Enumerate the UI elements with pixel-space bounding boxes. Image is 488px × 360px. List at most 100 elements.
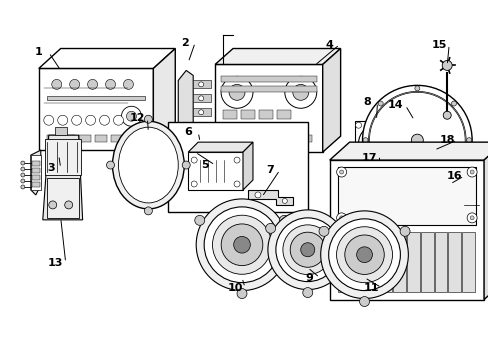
Bar (461, 232, 474, 292)
Polygon shape (322, 49, 340, 152)
Text: 1: 1 (35, 48, 42, 58)
Bar (32, 161, 40, 166)
Bar (267, 135, 279, 142)
Circle shape (466, 138, 470, 143)
Bar (126, 135, 138, 142)
Circle shape (390, 158, 397, 164)
Text: 4: 4 (325, 40, 333, 50)
Circle shape (379, 102, 454, 178)
Bar (337, 167, 475, 225)
Bar (362, 165, 389, 175)
Polygon shape (188, 142, 252, 152)
Bar (329, 160, 483, 300)
Circle shape (221, 76, 252, 108)
Circle shape (399, 226, 409, 236)
Bar (168, 122, 307, 212)
Text: 13: 13 (48, 258, 63, 268)
Circle shape (21, 161, 25, 165)
Bar (434, 232, 447, 292)
Circle shape (362, 85, 471, 195)
Polygon shape (329, 142, 488, 160)
Text: 10: 10 (227, 283, 242, 293)
Circle shape (336, 227, 392, 283)
Circle shape (392, 115, 441, 165)
Polygon shape (42, 135, 82, 220)
Bar (223, 110, 237, 119)
Circle shape (198, 124, 203, 129)
Circle shape (182, 161, 190, 169)
Bar (62, 135, 75, 142)
Circle shape (431, 184, 449, 202)
Circle shape (228, 84, 244, 100)
Circle shape (69, 80, 80, 89)
Text: 9: 9 (305, 273, 313, 283)
Bar (45, 139, 81, 175)
Bar (193, 108, 211, 116)
Circle shape (320, 211, 407, 298)
Bar (241, 110, 254, 119)
Circle shape (336, 213, 346, 223)
Text: 2: 2 (181, 37, 189, 48)
Bar (392, 232, 405, 292)
Circle shape (372, 139, 380, 147)
Circle shape (198, 82, 203, 87)
Bar (406, 232, 419, 292)
Circle shape (49, 201, 57, 209)
Circle shape (58, 115, 67, 125)
Circle shape (234, 157, 240, 163)
Polygon shape (178, 71, 193, 140)
Polygon shape (215, 49, 340, 64)
Circle shape (410, 134, 423, 146)
Circle shape (106, 161, 114, 169)
Polygon shape (39, 49, 175, 68)
Circle shape (203, 207, 279, 283)
Circle shape (362, 138, 367, 143)
Bar (32, 182, 40, 187)
Bar (193, 122, 211, 130)
Circle shape (21, 173, 25, 177)
Polygon shape (483, 142, 488, 300)
Circle shape (367, 167, 372, 172)
Text: 12: 12 (129, 113, 145, 123)
Polygon shape (243, 142, 252, 190)
Circle shape (438, 191, 442, 195)
Circle shape (233, 237, 250, 253)
Circle shape (283, 225, 332, 275)
Bar (55, 127, 66, 135)
Text: 17: 17 (361, 153, 377, 163)
Circle shape (179, 135, 187, 143)
Bar (351, 232, 364, 292)
Bar (31, 155, 41, 190)
Text: 18: 18 (439, 135, 454, 145)
Bar (39, 68, 153, 150)
Circle shape (267, 210, 347, 289)
Circle shape (339, 216, 343, 220)
Circle shape (52, 80, 61, 89)
Circle shape (369, 92, 464, 188)
Polygon shape (153, 49, 175, 150)
Circle shape (21, 167, 25, 171)
Text: 16: 16 (446, 171, 461, 181)
Circle shape (328, 219, 400, 291)
Circle shape (336, 167, 346, 177)
Circle shape (469, 216, 473, 220)
Circle shape (191, 181, 197, 187)
Circle shape (359, 297, 369, 306)
Circle shape (339, 170, 343, 174)
Bar (221, 76, 316, 82)
Circle shape (144, 207, 152, 215)
Circle shape (466, 167, 476, 177)
Ellipse shape (407, 187, 427, 195)
Text: 11: 11 (363, 283, 379, 293)
Text: 3: 3 (47, 163, 55, 173)
Bar (276, 110, 290, 119)
Circle shape (105, 80, 115, 89)
Circle shape (450, 101, 455, 106)
Circle shape (442, 111, 450, 119)
Circle shape (113, 115, 123, 125)
Bar (236, 135, 247, 142)
Bar (193, 94, 211, 102)
Text: 8: 8 (363, 97, 371, 107)
Circle shape (282, 198, 287, 203)
Bar (221, 86, 316, 92)
